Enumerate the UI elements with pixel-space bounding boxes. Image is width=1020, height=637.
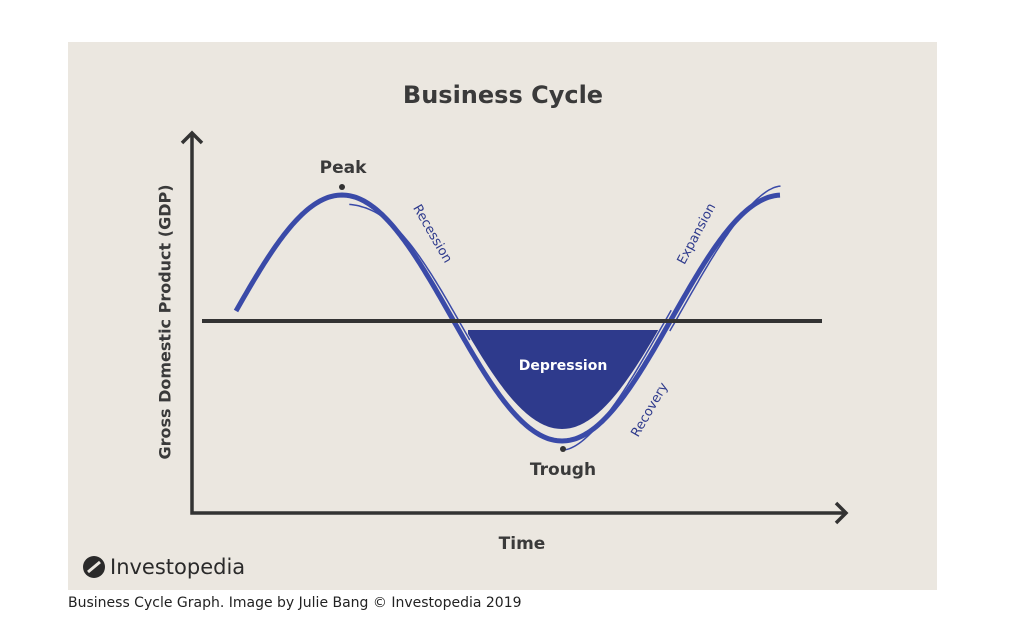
- caption: Business Cycle Graph. Image by Julie Ban…: [68, 595, 522, 611]
- depression-area: [468, 330, 658, 429]
- axes: [180, 130, 849, 525]
- recession-line: [349, 203, 471, 341]
- title: Business Cycle: [403, 81, 603, 109]
- y-axis-label: Gross Domestic Product (GDP): [156, 184, 175, 459]
- curves: [233, 185, 781, 451]
- figure-background: [68, 42, 937, 590]
- recovery-line: [564, 309, 672, 451]
- cycle-curve: [233, 192, 781, 444]
- logo-icon-mark: [87, 560, 101, 574]
- trough-label: Trough: [530, 460, 596, 480]
- peak-label: Peak: [320, 158, 367, 178]
- trough-dot: [560, 446, 566, 452]
- x-axis-label: Time: [499, 534, 546, 554]
- peak-dot: [339, 184, 345, 190]
- depression-label: Depression: [519, 358, 608, 374]
- expansion-line: [669, 185, 781, 332]
- logo-text: Investopedia: [110, 555, 245, 579]
